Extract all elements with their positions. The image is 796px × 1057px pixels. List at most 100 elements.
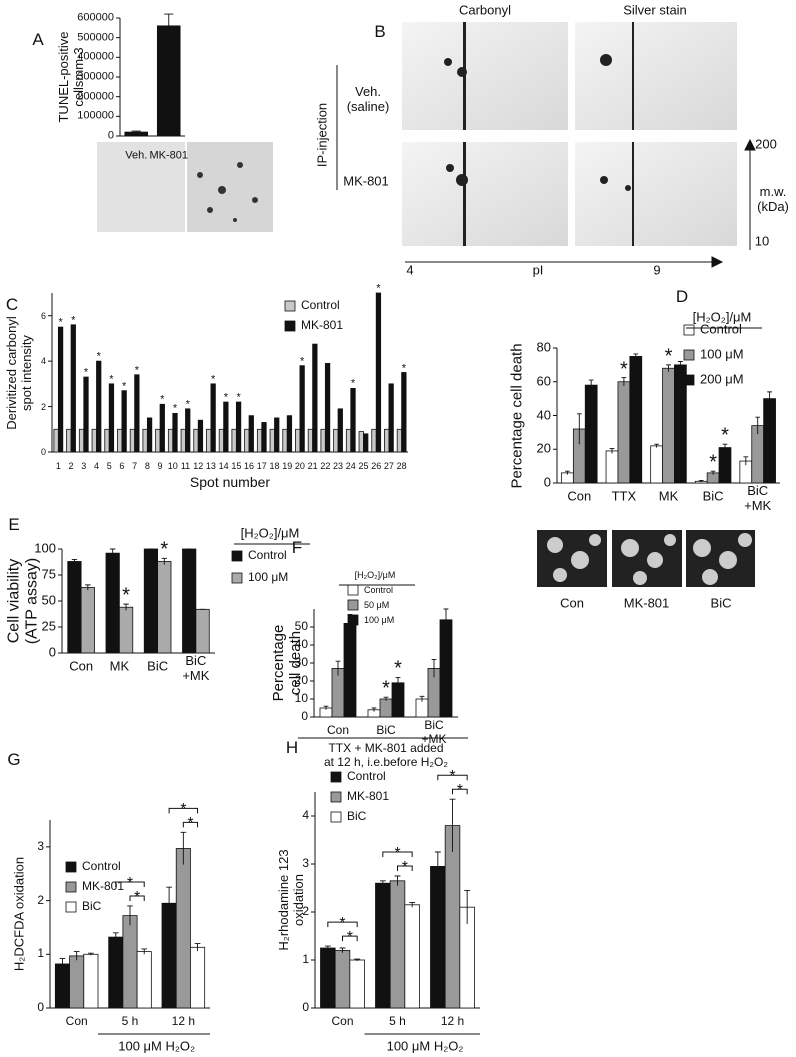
- error-bar: [431, 658, 437, 678]
- x-tick-label: Con: [326, 723, 350, 738]
- bar: [718, 447, 732, 484]
- y-tick-label: 50: [41, 592, 56, 608]
- x-tick-label: BiC: [376, 723, 396, 738]
- bar: [312, 343, 318, 453]
- x-tick-label: 8: [144, 460, 150, 471]
- stained-cells: [197, 162, 258, 222]
- bar: [274, 417, 280, 453]
- significance-star: *: [300, 355, 305, 368]
- legend-swatch: [65, 901, 77, 913]
- bar: [142, 428, 148, 453]
- bar: [404, 904, 420, 1009]
- y-tick-label: 4: [40, 355, 46, 366]
- bar: [105, 552, 120, 654]
- bar: [70, 324, 76, 453]
- gel-image: [402, 142, 568, 246]
- bar: [69, 955, 85, 1009]
- legend-swatch: [347, 584, 359, 596]
- legend-swatch: [284, 320, 296, 332]
- y-tick-label: 50: [294, 619, 308, 634]
- y-tick-label: 3: [302, 856, 309, 871]
- arrowhead: [711, 256, 724, 268]
- bar: [371, 428, 377, 453]
- error-bar: [443, 608, 449, 631]
- x-tick-label: 12 h: [440, 1014, 465, 1029]
- legend-label: BiC: [347, 809, 367, 824]
- bar: [182, 548, 197, 654]
- y-tick-label: 80: [536, 339, 551, 355]
- significance-star: *: [83, 366, 89, 379]
- significance-star: *: [122, 380, 127, 393]
- bar: [430, 866, 446, 1009]
- bar: [662, 367, 675, 484]
- y-tick-label: 25: [41, 618, 56, 634]
- significance-star: *: [172, 403, 178, 416]
- legend-title: [H₂O₂]/μM: [240, 525, 300, 541]
- legend-label: 100 μM: [248, 570, 289, 585]
- mw-label: m.w. (kDa): [757, 184, 789, 214]
- arrowhead: [744, 138, 756, 151]
- x-tick-label: 9: [157, 460, 163, 471]
- legend-title: [H₂O₂]/μM: [354, 569, 396, 580]
- y-tick-label: 30: [294, 655, 308, 670]
- error-bar: [743, 456, 749, 466]
- panel-letter: E: [8, 515, 20, 535]
- x-tick-label: 14: [218, 460, 229, 471]
- y-tick-label: 100: [34, 540, 56, 556]
- legend-swatch: [683, 349, 695, 361]
- bar: [333, 428, 339, 453]
- row-label: Veh. (saline): [346, 84, 390, 114]
- legend-label: Control: [700, 321, 742, 337]
- significance-star: *: [709, 451, 717, 474]
- significance-star: *: [133, 888, 141, 906]
- x-tick-label: Con: [567, 488, 592, 504]
- pi-tick: 4: [406, 262, 414, 278]
- column-title: Carbonyl: [458, 2, 512, 18]
- legend-label: MK-801: [82, 879, 125, 894]
- x-tick-label: 11: [180, 460, 191, 471]
- error-bar: [164, 13, 174, 38]
- bar: [363, 433, 369, 453]
- x-tick-label: 6: [119, 460, 125, 471]
- bar: [118, 606, 134, 654]
- x-tick-label: 10: [167, 460, 178, 471]
- significance-star: *: [180, 801, 187, 819]
- note: TTX + MK-801 added at 12 h, i.e.before H…: [323, 741, 449, 769]
- bar: [375, 292, 382, 453]
- error-bar: [131, 130, 141, 134]
- legend-label: Control: [248, 548, 287, 563]
- pi-tick: 9: [653, 262, 661, 278]
- bar: [91, 428, 97, 453]
- x-tick-label: 28: [396, 460, 407, 471]
- y-tick-label: 4: [302, 808, 309, 823]
- y-tick-label: 300000: [77, 70, 114, 83]
- bar: [78, 428, 85, 453]
- x-tick-label: 23: [333, 460, 344, 471]
- x-tick-label: 16: [244, 460, 255, 471]
- row-label: MK-801: [343, 173, 389, 189]
- bar: [83, 953, 99, 1009]
- y-tick-label: 2: [40, 401, 46, 412]
- error-bar: [666, 364, 671, 372]
- mw-tick: 10: [754, 233, 770, 249]
- panel-letter: F: [291, 538, 303, 558]
- legend-label: Control: [364, 584, 394, 595]
- y-axis-label: Percentage cell death: [269, 624, 304, 702]
- x-tick-label: 13: [205, 460, 216, 471]
- legend-label: Control: [301, 298, 340, 313]
- panel-letter: H: [285, 738, 299, 758]
- bar: [121, 390, 127, 453]
- x-tick-label: BiC: [702, 488, 724, 504]
- y-tick-label: 40: [294, 637, 308, 652]
- x-tick-label: MK: [658, 488, 679, 504]
- bar: [584, 384, 598, 484]
- x-tick-label: 5 h: [121, 1014, 139, 1029]
- bar: [334, 950, 351, 1009]
- error-bar: [434, 851, 441, 881]
- legend-label: 200 μM: [700, 371, 744, 387]
- bar: [751, 425, 765, 484]
- bar: [349, 959, 365, 1009]
- y-tick-label: 1: [302, 952, 309, 967]
- error-bar: [194, 943, 201, 952]
- bar: [80, 587, 95, 654]
